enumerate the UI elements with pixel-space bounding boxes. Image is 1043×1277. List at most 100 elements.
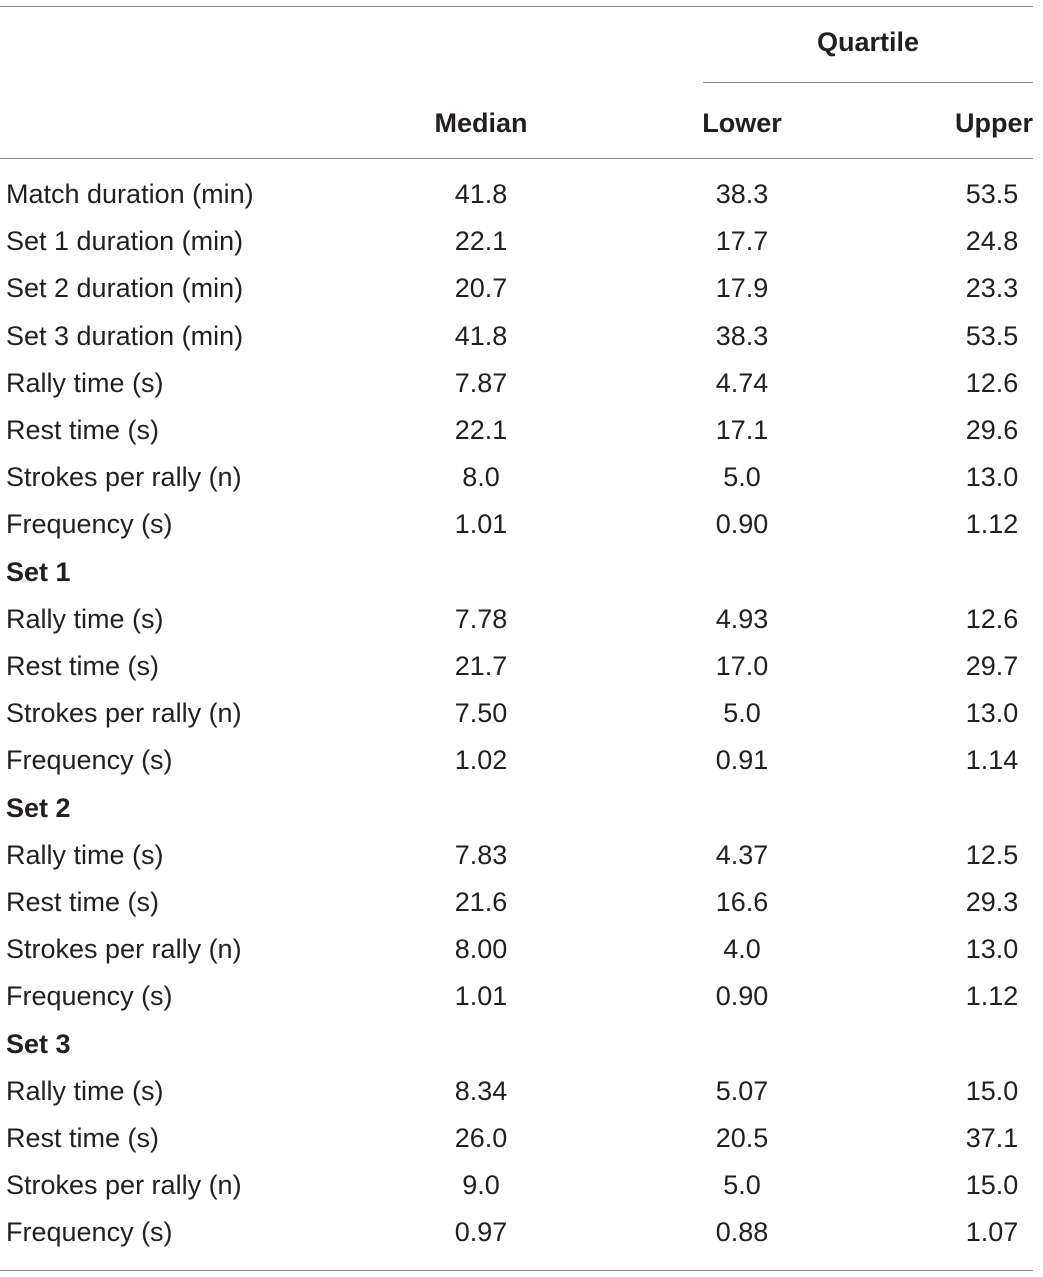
cell-median: 0.97 bbox=[454, 1217, 508, 1247]
cell-upper: 1.14 bbox=[965, 745, 1019, 775]
table-row: Match duration (min) 41.8 38.3 53.5 bbox=[0, 179, 1043, 226]
cell-lower: 17.7 bbox=[715, 226, 769, 256]
quartile-group-rule bbox=[703, 82, 1033, 83]
table-row: Set 1 duration (min) 22.1 17.7 24.8 bbox=[0, 226, 1043, 273]
row-label: Match duration (min) bbox=[6, 179, 254, 209]
table-row: Frequency (s) 1.01 0.90 1.12 bbox=[0, 509, 1043, 556]
row-label: Frequency (s) bbox=[6, 509, 173, 539]
cell-median: 20.7 bbox=[454, 273, 508, 303]
cell-lower: 0.88 bbox=[715, 1217, 769, 1247]
table-row: Strokes per rally (n) 9.0 5.0 15.0 bbox=[0, 1170, 1043, 1217]
cell-median: 22.1 bbox=[454, 415, 508, 445]
cell-lower: 4.37 bbox=[715, 840, 769, 870]
cell-median: 7.78 bbox=[454, 604, 508, 634]
section-header-row: Set 3 bbox=[0, 1029, 1043, 1076]
table-header-rule bbox=[0, 158, 1033, 159]
cell-median: 1.01 bbox=[454, 509, 508, 539]
table-row: Frequency (s) 0.97 0.88 1.07 bbox=[0, 1217, 1043, 1264]
row-label: Frequency (s) bbox=[6, 745, 173, 775]
column-header-upper: Upper bbox=[954, 108, 1034, 138]
row-label: Rally time (s) bbox=[6, 840, 164, 870]
cell-upper: 29.6 bbox=[965, 415, 1019, 445]
cell-median: 7.87 bbox=[454, 368, 508, 398]
cell-upper: 1.12 bbox=[965, 509, 1019, 539]
cell-upper: 12.6 bbox=[965, 604, 1019, 634]
table-top-rule bbox=[0, 6, 1033, 7]
cell-upper: 53.5 bbox=[965, 321, 1019, 351]
row-label: Rest time (s) bbox=[6, 651, 160, 681]
cell-lower: 4.93 bbox=[715, 604, 769, 634]
table-row: Rally time (s) 7.87 4.74 12.6 bbox=[0, 368, 1043, 415]
cell-lower: 5.07 bbox=[715, 1076, 769, 1106]
cell-lower: 4.74 bbox=[715, 368, 769, 398]
cell-lower: 5.0 bbox=[723, 462, 761, 492]
cell-upper: 15.0 bbox=[965, 1170, 1019, 1200]
table-row: Rest time (s) 21.7 17.0 29.7 bbox=[0, 651, 1043, 698]
table-row: Strokes per rally (n) 8.00 4.0 13.0 bbox=[0, 934, 1043, 981]
cell-lower: 38.3 bbox=[715, 321, 769, 351]
row-label: Rally time (s) bbox=[6, 604, 164, 634]
table-row: Rest time (s) 26.0 20.5 37.1 bbox=[0, 1123, 1043, 1170]
row-label: Frequency (s) bbox=[6, 981, 173, 1011]
table-row: Frequency (s) 1.02 0.91 1.14 bbox=[0, 745, 1043, 792]
cell-lower: 0.90 bbox=[715, 509, 769, 539]
row-label: Rest time (s) bbox=[6, 1123, 160, 1153]
cell-upper: 12.6 bbox=[965, 368, 1019, 398]
row-label: Rest time (s) bbox=[6, 887, 160, 917]
row-label: Set 2 duration (min) bbox=[6, 273, 244, 303]
cell-upper: 53.5 bbox=[965, 179, 1019, 209]
row-label: Set 3 duration (min) bbox=[6, 321, 244, 351]
table-row: Set 3 duration (min) 41.8 38.3 53.5 bbox=[0, 321, 1043, 368]
cell-lower: 17.1 bbox=[715, 415, 769, 445]
cell-median: 9.0 bbox=[462, 1170, 500, 1200]
table-bottom-rule bbox=[0, 1270, 1033, 1271]
row-label: Strokes per rally (n) bbox=[6, 698, 242, 728]
section-label: Set 2 bbox=[6, 793, 71, 823]
cell-lower: 17.9 bbox=[715, 273, 769, 303]
cell-lower: 4.0 bbox=[723, 934, 761, 964]
table-row: Rally time (s) 7.83 4.37 12.5 bbox=[0, 840, 1043, 887]
cell-upper: 1.07 bbox=[965, 1217, 1019, 1247]
cell-lower: 16.6 bbox=[715, 887, 769, 917]
table-row: Rest time (s) 21.6 16.6 29.3 bbox=[0, 887, 1043, 934]
row-label: Frequency (s) bbox=[6, 1217, 173, 1247]
row-label: Rally time (s) bbox=[6, 1076, 164, 1106]
cell-median: 22.1 bbox=[454, 226, 508, 256]
row-label: Rally time (s) bbox=[6, 368, 164, 398]
cell-lower: 0.91 bbox=[715, 745, 769, 775]
cell-median: 7.83 bbox=[454, 840, 508, 870]
cell-median: 7.50 bbox=[454, 698, 508, 728]
cell-median: 1.02 bbox=[454, 745, 508, 775]
row-label: Rest time (s) bbox=[6, 415, 160, 445]
cell-upper: 37.1 bbox=[965, 1123, 1019, 1153]
cell-upper: 13.0 bbox=[965, 934, 1019, 964]
cell-median: 26.0 bbox=[454, 1123, 508, 1153]
table-row: Rest time (s) 22.1 17.1 29.6 bbox=[0, 415, 1043, 462]
cell-lower: 0.90 bbox=[715, 981, 769, 1011]
quartile-group-header: Quartile bbox=[816, 27, 920, 57]
cell-lower: 20.5 bbox=[715, 1123, 769, 1153]
table-row: Set 2 duration (min) 20.7 17.9 23.3 bbox=[0, 273, 1043, 320]
cell-upper: 29.7 bbox=[965, 651, 1019, 681]
table-row: Frequency (s) 1.01 0.90 1.12 bbox=[0, 981, 1043, 1028]
cell-median: 8.00 bbox=[454, 934, 508, 964]
table-row: Strokes per rally (n) 7.50 5.0 13.0 bbox=[0, 698, 1043, 745]
section-label: Set 3 bbox=[6, 1029, 71, 1059]
row-label: Strokes per rally (n) bbox=[6, 462, 242, 492]
cell-upper: 23.3 bbox=[965, 273, 1019, 303]
cell-median: 41.8 bbox=[454, 321, 508, 351]
column-header-median: Median bbox=[434, 108, 528, 138]
row-label: Strokes per rally (n) bbox=[6, 1170, 242, 1200]
cell-median: 8.34 bbox=[454, 1076, 508, 1106]
cell-upper: 29.3 bbox=[965, 887, 1019, 917]
section-header-row: Set 1 bbox=[0, 557, 1043, 604]
cell-lower: 5.0 bbox=[723, 698, 761, 728]
column-header-lower: Lower bbox=[702, 108, 782, 138]
cell-upper: 13.0 bbox=[965, 698, 1019, 728]
cell-upper: 1.12 bbox=[965, 981, 1019, 1011]
cell-lower: 5.0 bbox=[723, 1170, 761, 1200]
cell-median: 8.0 bbox=[462, 462, 500, 492]
row-label: Strokes per rally (n) bbox=[6, 934, 242, 964]
cell-median: 21.6 bbox=[454, 887, 508, 917]
table-row: Rally time (s) 7.78 4.93 12.6 bbox=[0, 604, 1043, 651]
